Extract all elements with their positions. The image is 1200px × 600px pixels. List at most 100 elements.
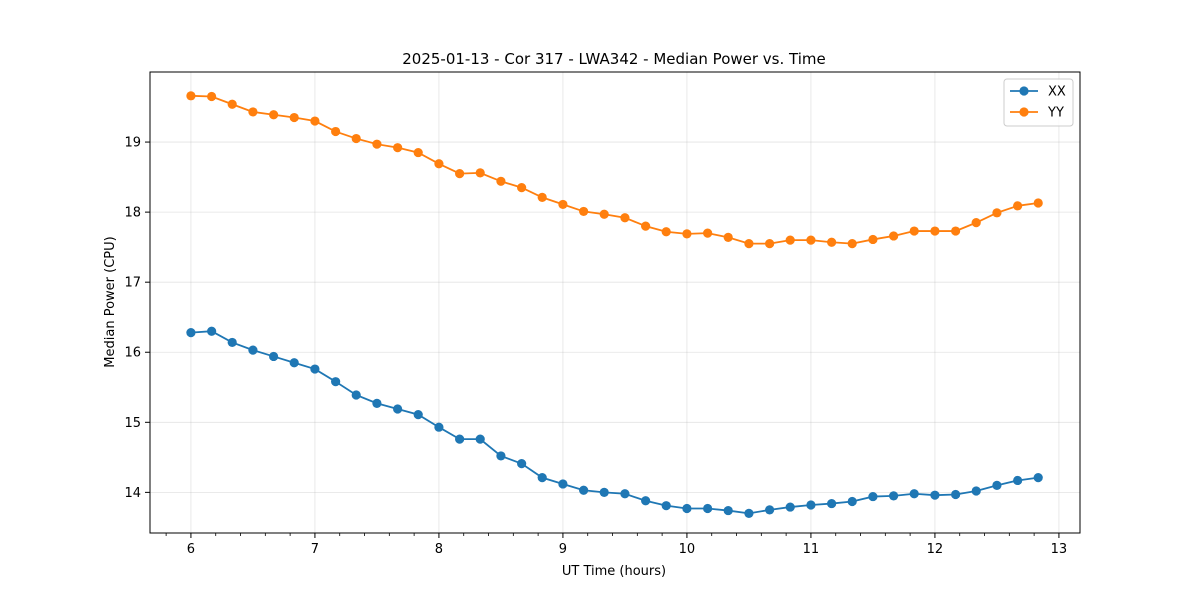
data-point-yy [765, 239, 775, 249]
data-point-xx [393, 404, 403, 414]
data-point-xx [558, 479, 568, 489]
data-point-yy [909, 226, 919, 236]
x-tick-label: 12 [927, 542, 944, 557]
data-point-yy [641, 221, 651, 231]
data-point-yy [847, 239, 857, 249]
data-point-yy [413, 147, 423, 158]
y-tick-label: 14 [124, 486, 141, 501]
data-point-yy [558, 199, 568, 210]
data-point-yy [661, 227, 671, 237]
y-tick-label: 15 [124, 416, 141, 431]
data-point-yy [579, 206, 589, 217]
data-point-xx [372, 398, 382, 408]
data-point-xx [599, 487, 609, 497]
legend-label-xx: XX [1048, 85, 1066, 100]
y-tick-label: 16 [124, 346, 141, 361]
data-point-xx [682, 503, 692, 514]
data-point-xx [455, 434, 465, 444]
y-tick-label: 19 [124, 136, 141, 151]
data-point-yy [475, 168, 485, 178]
data-point-xx [847, 496, 857, 507]
data-point-xx [269, 351, 279, 362]
data-point-yy [248, 107, 258, 117]
x-tick-label: 9 [559, 542, 567, 557]
data-point-xx [186, 328, 196, 338]
data-point-yy [599, 209, 609, 219]
data-point-xx [413, 409, 423, 420]
data-point-yy [537, 192, 547, 203]
x-axis: 6 7 8 9 10 11 12 13 [165, 533, 1068, 557]
data-point-xx [207, 326, 217, 336]
data-point-yy [393, 143, 403, 153]
y-tick-label: 18 [124, 206, 141, 221]
data-point-yy [310, 116, 320, 126]
data-point-xx [785, 502, 795, 512]
data-point-xx [496, 451, 506, 461]
axes-frame [149, 71, 1081, 534]
data-point-xx [620, 489, 630, 499]
data-point-yy [827, 237, 837, 247]
data-point-yy [744, 239, 754, 249]
data-point-xx [351, 390, 361, 400]
data-point-xx [331, 377, 341, 387]
data-point-xx [1033, 473, 1043, 483]
data-point-xx [248, 345, 258, 355]
data-point-yy [269, 110, 279, 120]
data-point-yy [186, 91, 196, 101]
x-tick-label: 10 [679, 542, 696, 557]
data-point-xx [289, 358, 299, 368]
x-axis-label: UT Time (hours) [562, 564, 666, 579]
data-point-xx [475, 434, 485, 444]
data-point-yy [207, 91, 217, 102]
data-point-yy [889, 231, 899, 241]
data-point-xx [827, 498, 837, 509]
chart-title: 2025-01-13 - Cor 317 - LWA342 - Median P… [402, 50, 826, 68]
data-point-xx [434, 422, 444, 432]
data-point-yy [372, 139, 382, 149]
data-point-xx [744, 508, 754, 518]
data-point-yy [1033, 198, 1043, 208]
data-point-yy [331, 126, 341, 137]
data-point-xx [951, 489, 961, 500]
data-point-yy [971, 218, 981, 228]
data-point-yy [868, 234, 878, 245]
data-point-xx [517, 459, 527, 469]
legend-label-yy: YY [1047, 106, 1064, 121]
x-tick-label: 11 [803, 542, 820, 557]
data-point-yy [289, 112, 299, 123]
data-point-yy [806, 235, 816, 245]
data-point-yy [351, 133, 361, 144]
x-tick-label: 6 [187, 542, 195, 557]
data-point-yy [951, 226, 961, 236]
data-point-xx [992, 480, 1002, 490]
grid [150, 72, 1080, 533]
data-point-xx [909, 489, 919, 499]
data-point-yy [682, 229, 692, 239]
data-point-xx [703, 503, 713, 514]
x-tick-label: 13 [1051, 542, 1068, 557]
data-point-xx [310, 364, 320, 374]
data-point-xx [579, 485, 589, 495]
data-point-xx [765, 505, 775, 515]
data-point-yy [992, 208, 1002, 218]
data-point-yy [1013, 201, 1023, 211]
data-point-xx [971, 486, 981, 496]
data-point-xx [641, 496, 651, 506]
data-point-xx [806, 500, 816, 510]
data-point-yy [496, 176, 506, 186]
data-point-xx [723, 505, 733, 516]
data-point-xx [889, 491, 899, 501]
x-tick-label: 7 [311, 542, 319, 557]
legend: XX YY [1003, 78, 1074, 127]
data-point-yy [455, 168, 465, 179]
plot-area [186, 91, 1043, 518]
data-point-xx [661, 501, 671, 511]
data-point-yy [785, 235, 795, 245]
data-point-xx [868, 491, 878, 502]
legend-marker-yy [1019, 107, 1029, 117]
data-point-xx [537, 473, 547, 483]
data-point-xx [930, 490, 940, 500]
data-point-yy [723, 232, 733, 242]
data-point-yy [620, 213, 630, 223]
